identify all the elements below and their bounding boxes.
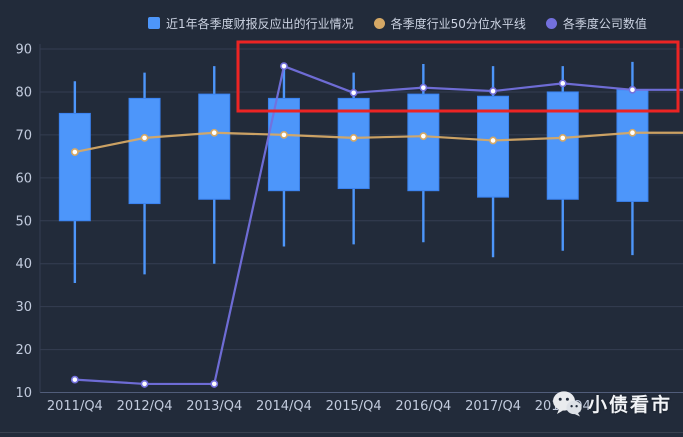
watermark: 小债看市	[552, 390, 672, 417]
candle-box-7	[477, 95, 510, 198]
y-tick-label-50: 50	[15, 214, 32, 229]
legend-square-icon	[148, 17, 160, 29]
candle-box-8	[546, 91, 579, 200]
median-line-series-point-6	[419, 132, 428, 141]
legend-label: 各季度行业50分位水平线	[390, 16, 526, 31]
median-line-series-line	[73, 131, 683, 154]
candle-box-6	[407, 93, 440, 192]
median-line-series-point-7	[489, 136, 497, 145]
company-line-series-point-1	[70, 375, 79, 384]
median-line-series-point-8	[558, 133, 567, 142]
x-tick-label-1: 2011/Q4	[47, 399, 103, 414]
median-line-series-point-5	[349, 133, 358, 142]
legend-item-2[interactable]: 各季度行业50分位水平线	[373, 15, 526, 32]
median-line-series-point-9	[628, 128, 637, 137]
bottom-divider	[0, 432, 683, 433]
candle-box-5	[337, 97, 370, 190]
y-tick-label-20: 20	[15, 343, 32, 358]
y-tick-label-30: 30	[15, 300, 32, 315]
wechat-icon	[553, 391, 582, 417]
x-tick-label-2: 2012/Q4	[117, 399, 173, 414]
legend-item-1[interactable]: 近1年各季度财报反应出的行业情况	[148, 15, 354, 32]
median-line-series-point-1	[70, 148, 79, 156]
x-tick-label-4: 2014/Q4	[256, 399, 312, 414]
candle-box-3	[198, 93, 231, 200]
median-line-series	[70, 128, 683, 156]
company-line-series	[70, 62, 683, 388]
x-tick-label-7: 2017/Q4	[465, 399, 521, 414]
company-line-series-point-3	[210, 380, 219, 388]
legend-label: 各季度公司数值	[562, 16, 647, 31]
company-line-series-point-4	[280, 62, 288, 71]
y-tick-label-10: 10	[15, 386, 32, 401]
company-line-series-line	[73, 65, 683, 386]
legend-label: 近1年各季度财报反应出的行业情况	[166, 16, 354, 31]
median-line-series-point-2	[140, 133, 149, 142]
legend-item-3[interactable]: 各季度公司数值	[545, 15, 647, 32]
red-highlight-box	[236, 40, 680, 113]
company-line-series-point-9	[628, 85, 637, 94]
candle-box-2	[128, 97, 161, 205]
y-tick-label-90: 90	[15, 43, 32, 58]
legend-circle-icon	[373, 17, 385, 29]
candle-box-1	[58, 112, 91, 222]
y-tick-label-40: 40	[15, 257, 32, 272]
median-line-series-point-3	[210, 128, 219, 137]
x-tick-label-5: 2015/Q4	[326, 399, 382, 414]
y-axis-labels: 10 20 30 40 50 60 70 80 90	[15, 43, 32, 402]
company-line-series-point-2	[140, 380, 149, 388]
x-axis-labels: 2011/Q4 2012/Q4 2013/Q4 2014/Q4 2015/Q4 2016/…	[47, 399, 591, 414]
company-line-series-point-6	[419, 83, 428, 92]
legend-circle-icon	[545, 17, 557, 29]
y-tick-label-80: 80	[15, 85, 32, 100]
watermark-text: 小债看市	[588, 394, 673, 416]
candle-box-9	[616, 89, 649, 202]
x-tick-label-3: 2013/Q4	[186, 399, 242, 414]
company-line-series-point-7	[489, 87, 497, 95]
y-tick-label-70: 70	[15, 128, 32, 143]
median-line-series-point-4	[280, 130, 288, 139]
x-tick-label-6: 2016/Q4	[395, 399, 451, 414]
y-tick-label-60: 60	[15, 171, 32, 186]
company-line-series-point-8	[558, 79, 567, 88]
chart-legend: 近1年各季度财报反应出的行业情况 各季度行业50分位水平线 各季度公司数值	[148, 13, 647, 33]
company-line-series-point-5	[349, 88, 358, 97]
grid-lines	[39, 44, 683, 393]
